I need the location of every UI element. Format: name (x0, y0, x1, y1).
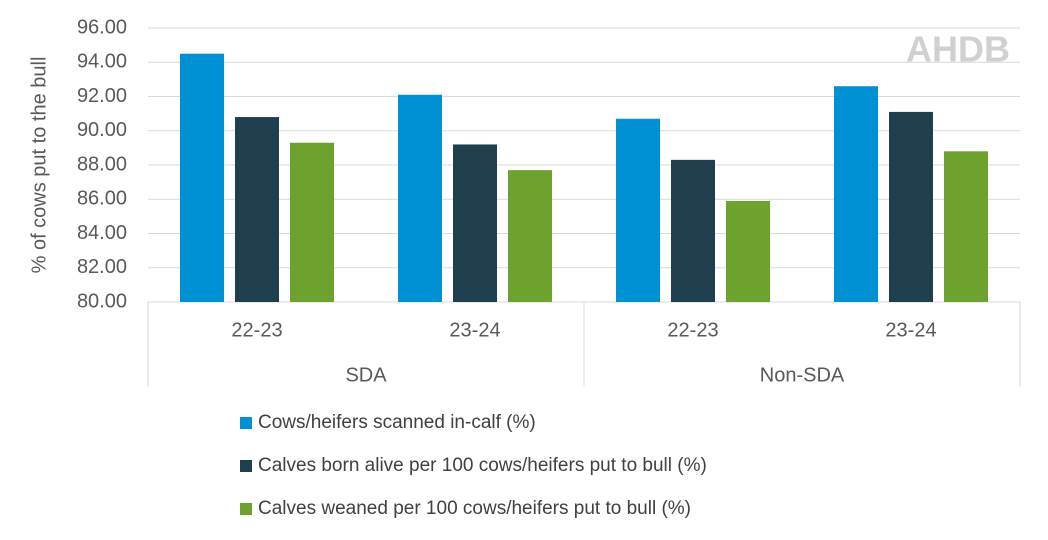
y-tick-label: 96.00 (77, 16, 127, 38)
x-tick-label: 22-23 (231, 319, 282, 341)
bar (834, 86, 878, 302)
x-tick-label: 23-24 (449, 319, 500, 341)
legend-text: Cows/heifers scanned in-calf (%) (258, 412, 536, 433)
y-tick-label: 84.00 (77, 222, 127, 244)
group-label: Non-SDA (760, 364, 845, 386)
bar (180, 53, 224, 302)
y-tick-label: 86.00 (77, 188, 127, 210)
bar (616, 118, 660, 302)
bar (398, 94, 442, 302)
bar (944, 151, 988, 302)
x-tick-label: 23-24 (885, 319, 936, 341)
bar (889, 111, 933, 302)
group-label: SDA (345, 364, 387, 386)
legend-swatch (240, 460, 252, 472)
bar (726, 200, 770, 302)
y-tick-label: 88.00 (77, 153, 127, 175)
y-tick-label: 92.00 (77, 85, 127, 107)
y-tick-label: 90.00 (77, 119, 127, 141)
legend-swatch (240, 503, 252, 515)
legend-text: Calves weaned per 100 cows/heifers put t… (258, 498, 691, 519)
y-tick-label: 80.00 (77, 290, 127, 312)
y-axis-label: % of cows put to the bull (28, 57, 50, 274)
y-tick-label: 94.00 (77, 51, 127, 73)
bar (508, 170, 552, 302)
x-tick-label: 22-23 (667, 319, 718, 341)
bar (290, 142, 334, 302)
legend-text: Calves born alive per 100 cows/heifers p… (258, 455, 707, 476)
y-tick-label: 82.00 (77, 256, 127, 278)
legend-swatch (240, 417, 252, 429)
bar (453, 144, 497, 302)
bar (671, 159, 715, 302)
bar (235, 117, 279, 302)
watermark: AHDB (906, 29, 1010, 70)
